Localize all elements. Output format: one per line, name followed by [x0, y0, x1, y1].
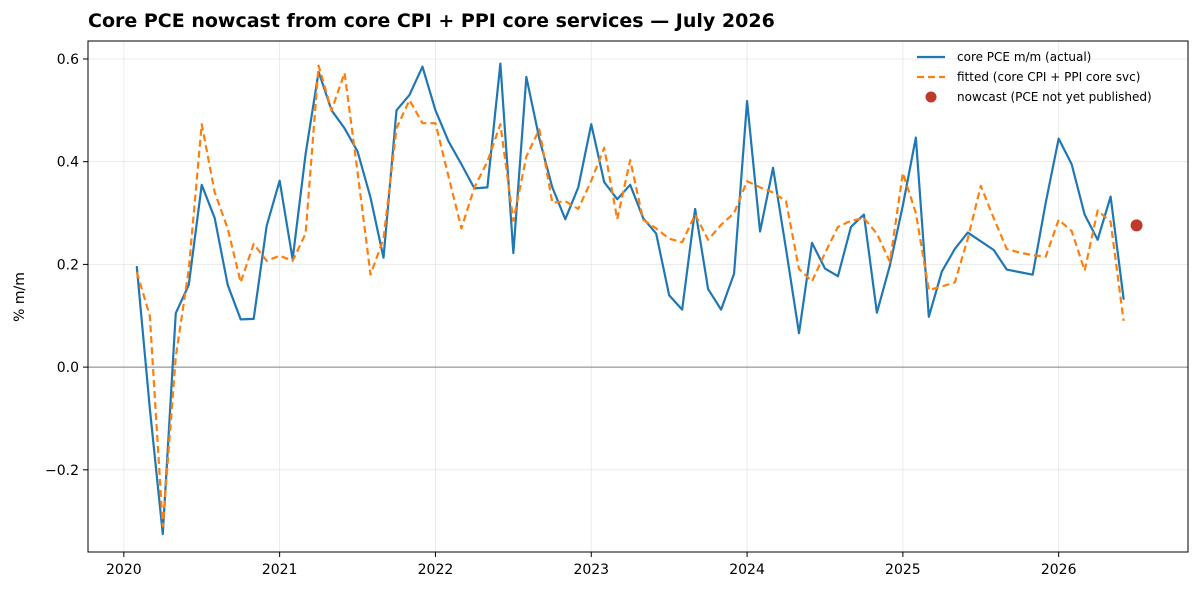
plot-frame	[87, 40, 1189, 553]
x-tick-label-2025: 2025	[885, 562, 921, 578]
legend-swatch-nowcast	[925, 91, 937, 103]
actual-core-pce-line	[135, 62, 1125, 536]
fitted-core-pce-line	[135, 64, 1125, 528]
y-axis-label: % m/m	[12, 272, 28, 322]
legend: core PCE m/m (actual) fitted (core CPI + …	[917, 50, 1152, 104]
chart-title: Core PCE nowcast from core CPI + PPI cor…	[88, 10, 775, 32]
legend-label-fitted: fitted (core CPI + PPI core svc)	[957, 70, 1140, 84]
x-tick-label-2024: 2024	[729, 562, 765, 578]
x-tick-label-2026: 2026	[1041, 562, 1077, 578]
y-tick-label-2: 0.2	[57, 257, 79, 273]
nowcast-point	[1130, 219, 1143, 232]
y-tick-label-0: −0.2	[45, 463, 79, 479]
grid-layer	[88, 41, 1188, 552]
axes-layer: 2020 2021 2022 2023 2024 2025 2026 −0.2 0.0 0.2 0.…	[45, 40, 1189, 578]
legend-label-nowcast: nowcast (PCE not yet published)	[957, 90, 1152, 104]
y-tick-label-3: 0.4	[57, 155, 79, 171]
x-tick-label-2021: 2021	[262, 562, 298, 578]
x-tick-label-2020: 2020	[106, 562, 142, 578]
legend-label-actual: core PCE m/m (actual)	[957, 50, 1091, 64]
series-layer	[135, 62, 1143, 536]
y-tick-label-4: 0.6	[57, 52, 79, 68]
x-tick-label-2023: 2023	[573, 562, 609, 578]
x-tick-label-2022: 2022	[418, 562, 454, 578]
y-tick-label-1: 0.0	[57, 360, 79, 376]
